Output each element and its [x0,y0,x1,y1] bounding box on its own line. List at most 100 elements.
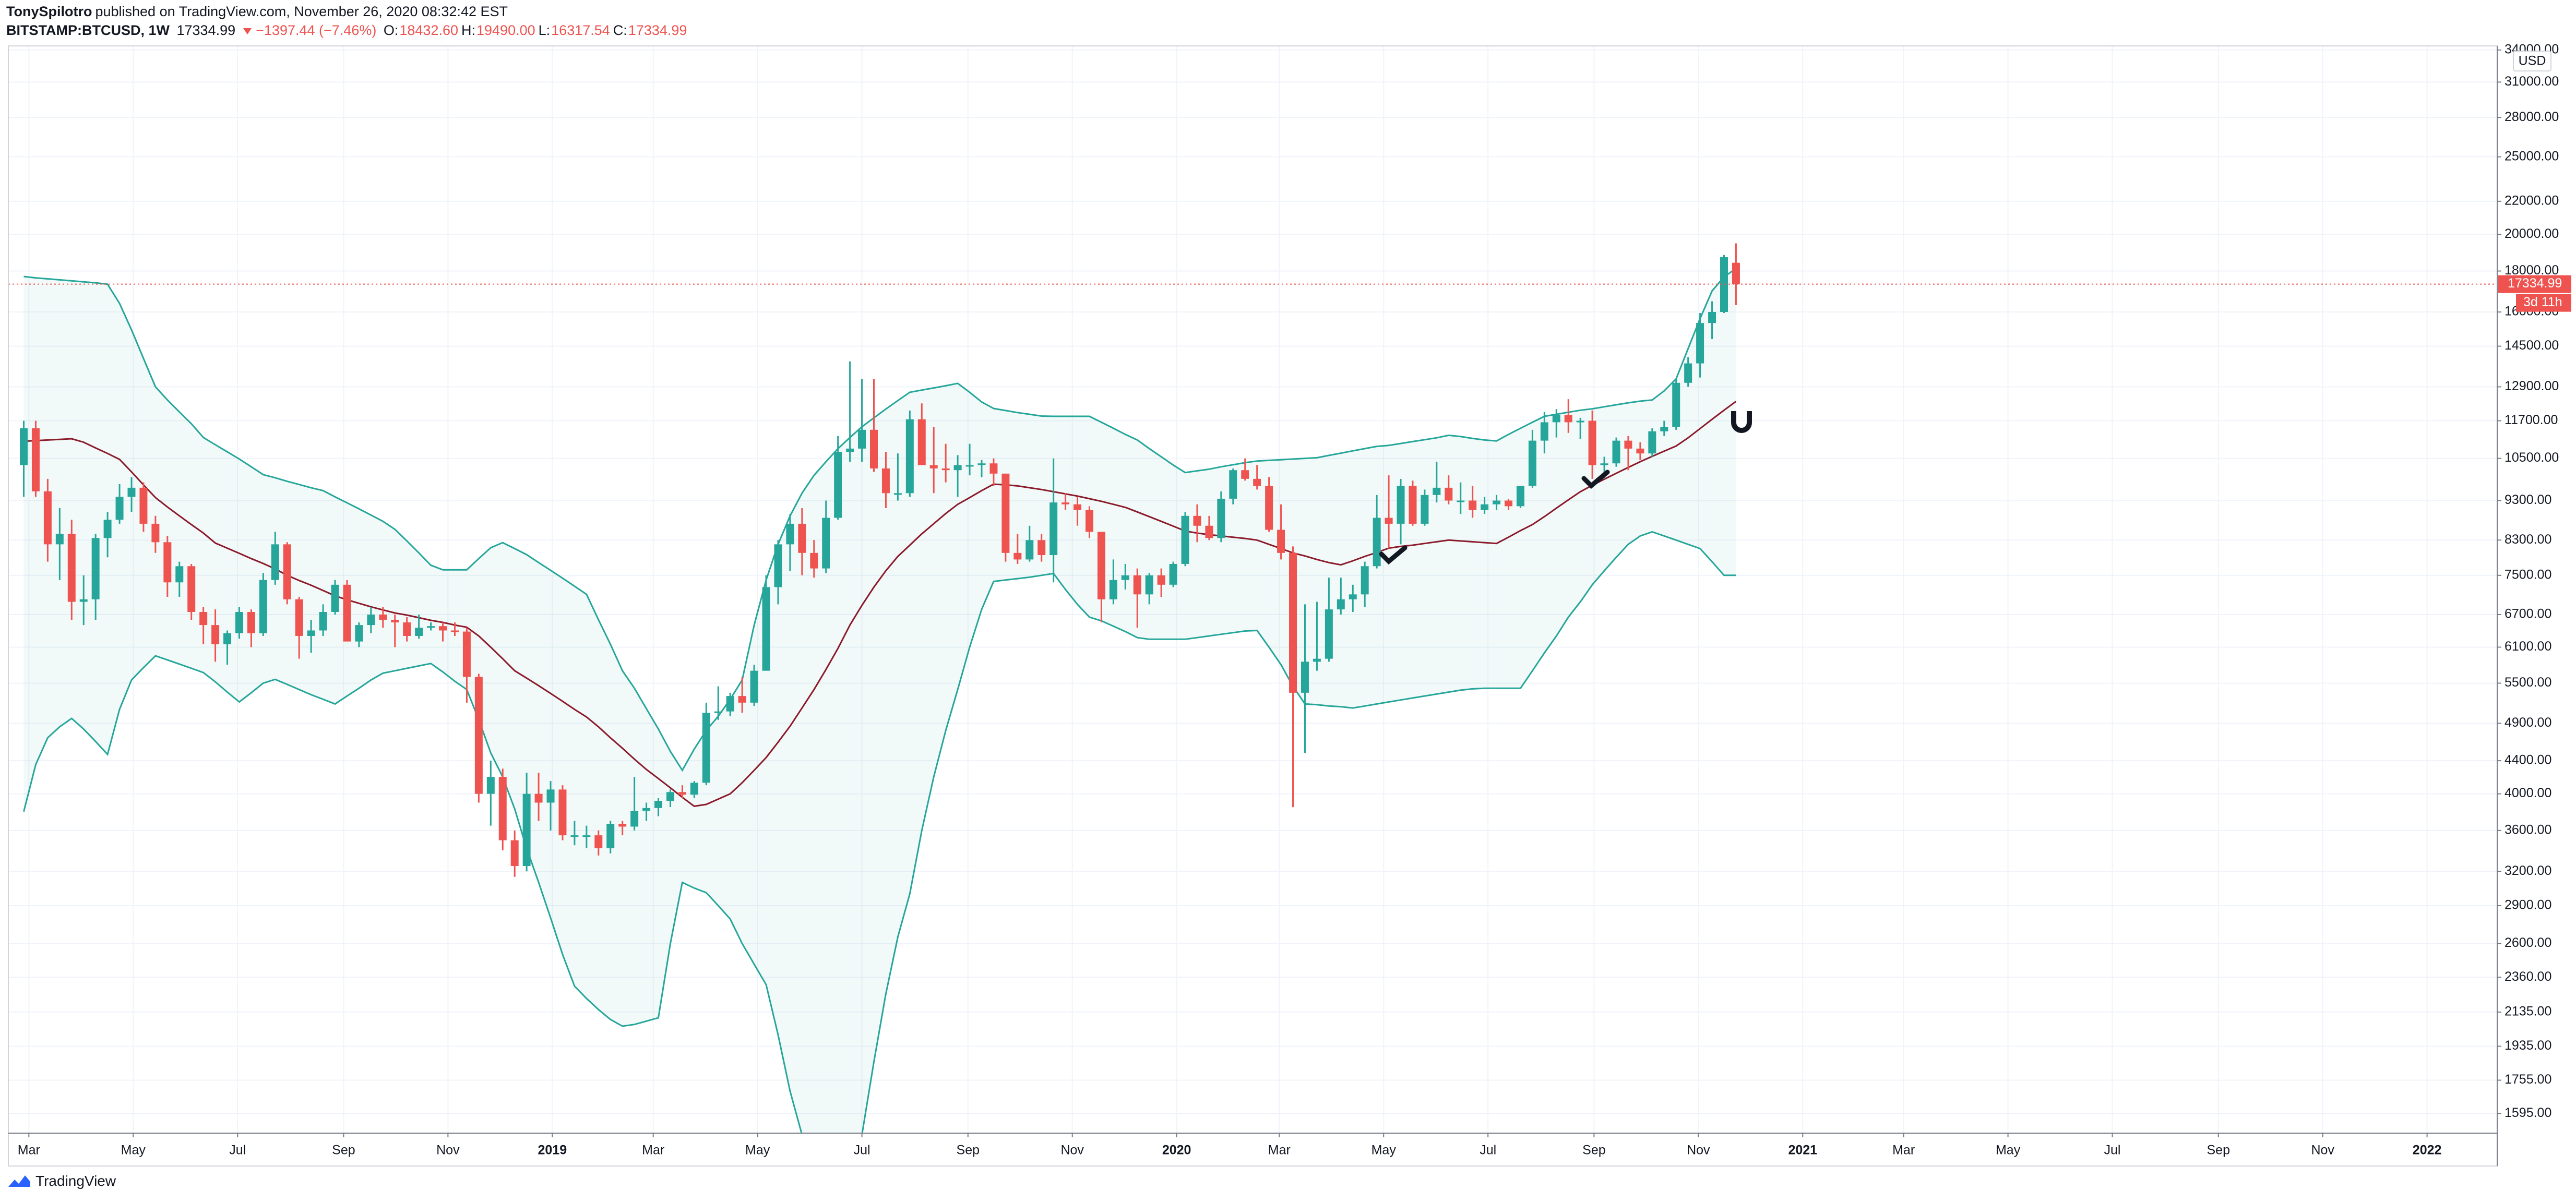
candle-body [774,544,782,587]
candle-body [570,835,579,837]
y-tick-label: 4400.00 [2505,753,2551,767]
y-tick-label: 8300.00 [2505,532,2551,547]
y-tick-label: 6700.00 [2505,607,2551,621]
candle-body [319,612,327,631]
candle-body [115,497,124,520]
frame [8,45,2498,1167]
x-tick-label: Nov [1060,1143,1084,1158]
candle-body [953,465,962,471]
candle-body [1708,311,1716,323]
candle-body [917,419,926,465]
published: published on TradingView.com, November 2… [95,4,508,19]
currency-frame [2513,51,2551,71]
candle-body [127,487,136,497]
candle-body [1074,504,1082,510]
x-tick-label: May [745,1143,770,1158]
candle-body [1062,502,1070,504]
candle-body [642,808,651,811]
x-tick-label: Jul [229,1143,246,1158]
ohlc-value: 19490.00 [476,22,535,38]
candle-body [1552,415,1560,423]
candle-body [1672,382,1680,427]
x-tick-label: Jul [854,1143,870,1158]
x-tick-label: Sep [957,1143,980,1158]
candle-body [415,628,423,636]
candle-body [654,801,663,808]
x-tick-label: May [121,1143,146,1158]
candle-body [379,614,387,620]
candle-body [594,835,603,848]
band-line [23,401,1737,807]
candle-body [1289,552,1297,693]
x-tick-label: May [1372,1143,1397,1158]
x-tick-label: 2019 [538,1143,567,1158]
ohlc: O:18432.60 H:19490.00 L:16317.54 C:17334.99 [384,22,690,38]
candle-body [558,789,567,836]
candle-body [259,580,267,633]
candle-body [67,534,76,602]
down-arrow [243,28,252,34]
candle-body [1145,575,1153,595]
candle-body [1085,510,1093,532]
candle-body [965,465,974,467]
candle-body [91,538,100,599]
candle-body [1528,440,1536,486]
y-tick-label: 22000.00 [2505,193,2559,208]
candle-body [1469,500,1477,510]
candle-body [1636,448,1644,454]
x-tick-label: Jul [2104,1143,2121,1158]
candle-body [163,542,172,583]
candle-body [283,544,291,599]
footer: TradingView [7,1173,116,1189]
x-tick-label: Mar [642,1143,664,1158]
candle-body [1481,504,1489,510]
candle-body [139,487,148,524]
candle-body [1301,662,1309,693]
checkmark [1379,545,1408,565]
ohlc-value: 18432.60 [399,22,458,38]
candle-body [486,777,495,794]
candle-body [1109,580,1117,599]
candle-body [367,614,375,626]
x-tick-label: 2022 [2413,1143,2442,1158]
candle-body [151,523,160,543]
ohlc-value: 17334.99 [628,22,687,38]
candle-body [989,463,998,474]
candle-body [1025,540,1034,560]
candle-body [1337,599,1345,610]
candle-body [1241,470,1249,479]
x-tick-label: Nov [436,1143,460,1158]
candle-body [19,428,28,465]
symbol: BITSTAMP:BTCUSD, 1W [6,22,170,38]
candle-body [1385,518,1393,524]
candle-body [1277,530,1285,553]
candle-body [941,468,950,471]
candle-body [750,670,758,703]
candle-body [1193,515,1201,526]
band-line [23,268,1737,772]
candle-body [55,534,64,545]
candle-body [869,429,878,468]
candle-body [881,468,890,494]
candle-body [1445,487,1453,501]
y-tick-label: 9300.00 [2505,492,2551,507]
candle-body [822,518,830,569]
candle-body [79,599,88,602]
candle-body [1037,540,1046,555]
candle-body [690,783,698,795]
candle-body [1564,415,1572,423]
candle-body [1205,525,1213,538]
candle-body [343,584,351,642]
candle-body [43,491,52,545]
candle-body [1325,609,1333,659]
candle-body [798,523,806,553]
candle-body [1624,440,1632,449]
candle-body [714,711,722,713]
band-fill [23,268,1736,1133]
axes: 1595.00 1755.00 1935.00 2135.00 2360.00 2600.… [18,42,2571,1158]
candle-body [929,465,938,468]
candle-body [1349,594,1357,599]
y-tick-label: 7500.00 [2505,567,2551,582]
candle-body [1409,486,1417,524]
